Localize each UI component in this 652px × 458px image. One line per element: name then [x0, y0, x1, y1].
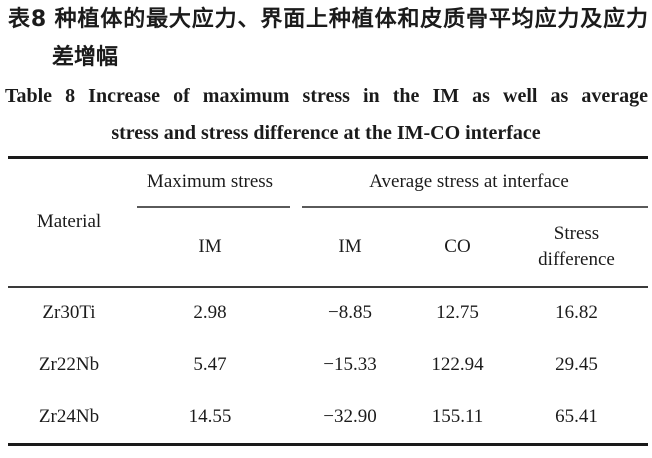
subheader-stress-difference-line2: difference — [538, 249, 615, 270]
subheader-stress-difference-line1: Stress — [553, 223, 600, 244]
cell-avg-co: 122.94 — [431, 354, 484, 375]
cell-max-im: 5.47 — [193, 354, 227, 375]
table-caption-en-line2: stress and stress difference at the IM-C… — [111, 122, 541, 144]
cell-avg-co: 12.75 — [436, 302, 479, 323]
cell-stress-diff: 65.41 — [555, 406, 598, 427]
average-stress-spanner-rule — [302, 206, 648, 208]
cell-avg-im: −15.33 — [323, 354, 377, 375]
subheader-avg-im: IM — [338, 236, 362, 257]
cell-material: Zr30Ti — [42, 302, 96, 323]
table-top-rule — [8, 156, 648, 159]
cell-stress-diff: 16.82 — [555, 302, 598, 323]
subheader-avg-co: CO — [444, 236, 471, 257]
header-average-stress-group: Average stress at interface — [369, 170, 569, 192]
cell-material: Zr22Nb — [38, 354, 100, 375]
paper-table: Material Maximum stress Average stress a… — [8, 156, 648, 446]
header-bottom-rule — [8, 286, 648, 288]
maximum-stress-spanner-rule — [137, 206, 290, 208]
subheader-max-im: IM — [198, 236, 222, 257]
table-grid: Material Maximum stress Average stress a… — [8, 156, 648, 443]
cell-avg-co: 155.11 — [431, 406, 484, 427]
header-maximum-stress-group: Maximum stress — [146, 170, 274, 192]
header-material: Material — [36, 210, 102, 232]
cell-max-im: 2.98 — [193, 302, 227, 323]
table-bottom-rule — [8, 443, 648, 446]
cell-avg-im: −8.85 — [328, 302, 372, 323]
table-caption-zh-line2: 差增幅 — [52, 45, 119, 70]
cell-stress-diff: 29.45 — [555, 354, 598, 375]
table-caption-en-line1: Table 8 Increase of maximum stress in th… — [5, 85, 648, 107]
table-caption-zh-line1: 表8 种植体的最大应力、界面上种植体和皮质骨平均应力及应力 — [8, 7, 648, 32]
cell-avg-im: −32.90 — [323, 406, 377, 427]
cell-material: Zr24Nb — [38, 406, 100, 427]
cell-max-im: 14.55 — [188, 406, 232, 427]
subheader-stress-difference: Stress difference — [505, 207, 648, 287]
